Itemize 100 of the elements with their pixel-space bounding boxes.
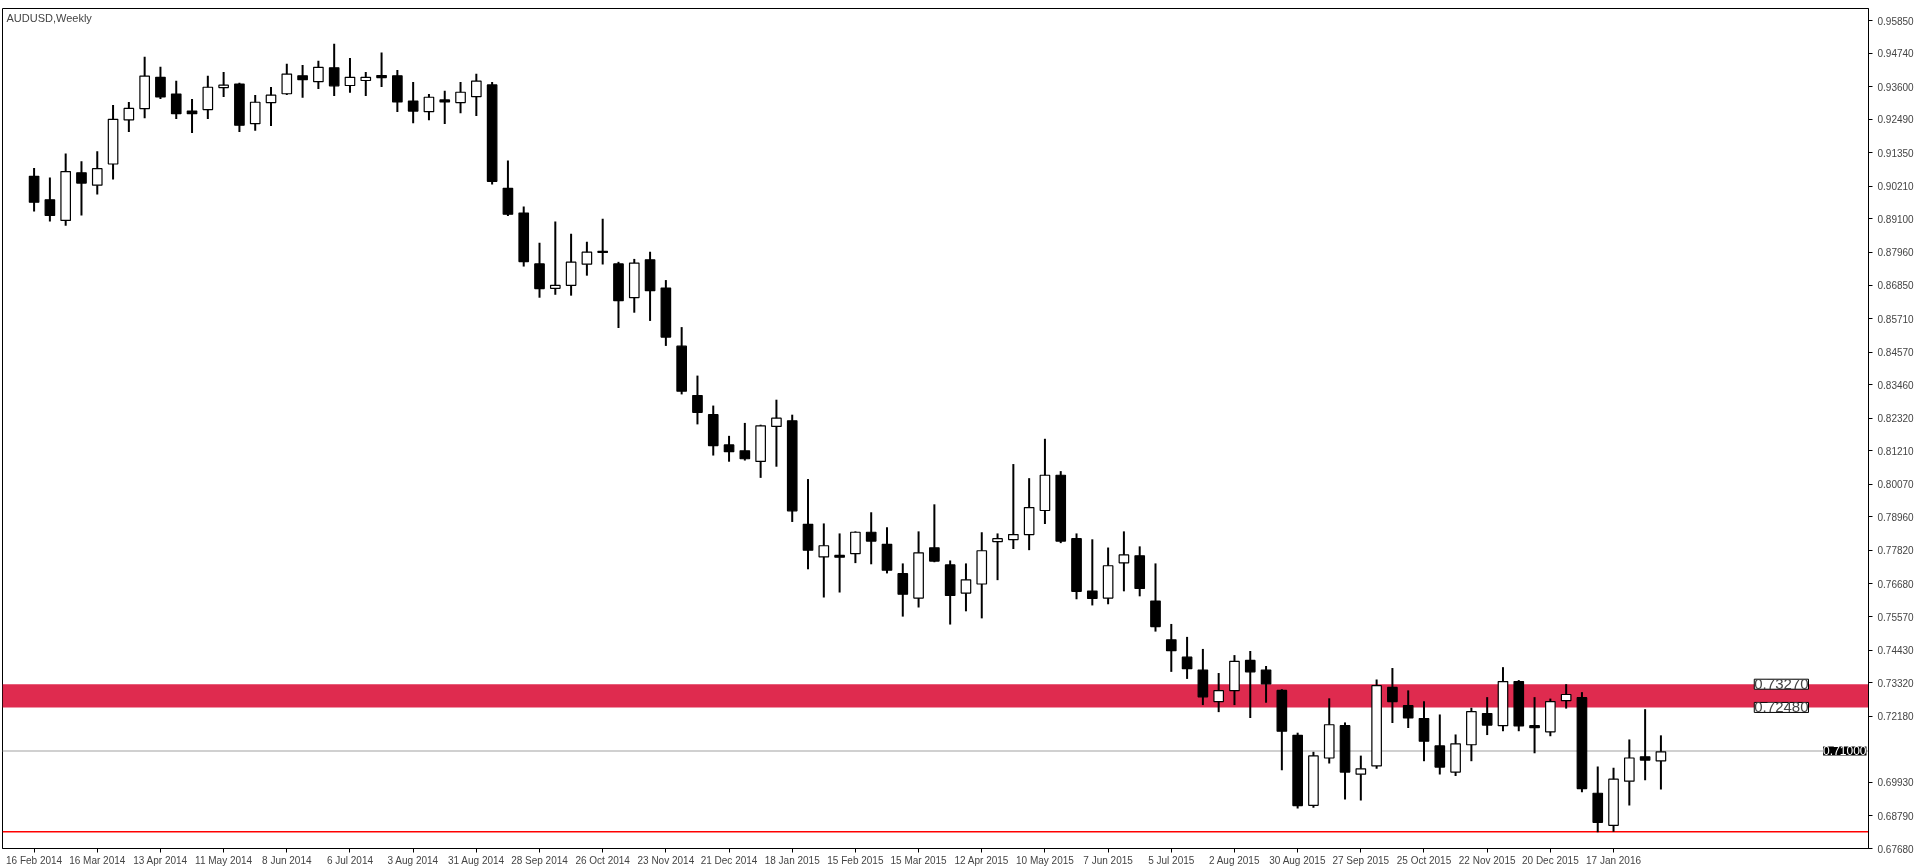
y-tick-label: 0.93600 <box>1877 81 1915 93</box>
y-tick-label: 0.89100 <box>1877 213 1915 225</box>
x-tick-label: 20 Dec 2015 <box>1522 854 1580 866</box>
y-tick-label: 0.69930 <box>1877 777 1915 789</box>
candlestick <box>549 220 561 296</box>
candlestick <box>897 562 909 618</box>
candlestick <box>455 80 466 115</box>
y-tick-label: 0.94740 <box>1877 48 1915 60</box>
candlestick <box>170 79 182 121</box>
x-tick-label: 13 Apr 2014 <box>133 854 188 866</box>
candlestick <box>739 421 751 462</box>
candlestick <box>376 51 387 88</box>
candlestick <box>1402 689 1414 729</box>
candlestick <box>565 232 577 297</box>
x-tick-label: 15 Mar 2015 <box>890 854 948 866</box>
candlestick <box>581 240 593 277</box>
x-tick-label: 8 Jun 2014 <box>262 854 312 866</box>
candlestick <box>929 503 940 564</box>
candlestick <box>186 98 198 135</box>
candlestick <box>865 511 877 566</box>
y-tick-label: 0.73320 <box>1877 677 1915 689</box>
candlestick <box>992 532 1003 582</box>
candlestick <box>1655 734 1667 791</box>
candlestick <box>1481 696 1493 737</box>
x-tick-label: 18 Jan 2015 <box>764 854 821 866</box>
candlestick <box>1529 696 1540 755</box>
candlestick <box>297 63 308 99</box>
y-tick-label: 0.83460 <box>1877 379 1915 391</box>
x-tick-label: 2 Aug 2015 <box>1208 854 1260 866</box>
ref-line-label: 0.71000 <box>1823 744 1867 759</box>
y-tick-label: 0.76680 <box>1877 578 1915 590</box>
candlestick <box>1639 708 1651 782</box>
candlestick <box>771 398 782 468</box>
candlestick <box>692 374 703 426</box>
y-tick-label: 0.92490 <box>1877 114 1915 126</box>
y-tick-label: 0.80070 <box>1877 479 1915 491</box>
x-tick-label: 5 Jul 2015 <box>1148 854 1195 866</box>
x-tick-label: 17 Jan 2016 <box>1586 854 1642 866</box>
y-tick-label: 0.77820 <box>1877 545 1915 557</box>
y-tick-label: 0.75570 <box>1877 611 1915 623</box>
y-tick-label: 0.74430 <box>1877 645 1915 657</box>
x-tick-label: 23 Nov 2014 <box>637 854 695 866</box>
x-tick-label: 16 Mar 2014 <box>69 854 126 866</box>
candlestick <box>91 150 103 196</box>
y-tick-label: 0.67680 <box>1877 843 1915 855</box>
x-tick-label: 6 Jul 2014 <box>326 854 374 866</box>
x-tick-label: 21 Dec 2014 <box>700 854 758 866</box>
candlestick <box>1165 622 1177 673</box>
y-tick-label: 0.91350 <box>1877 147 1915 159</box>
x-tick-label: 7 Jun 2015 <box>1083 854 1134 866</box>
x-tick-label: 10 May 2015 <box>1016 854 1075 866</box>
candlestick <box>123 100 135 133</box>
candlestick <box>1213 672 1225 714</box>
candlestick <box>1434 713 1446 776</box>
candlestick <box>44 176 56 223</box>
x-tick-label: 26 Oct 2014 <box>575 854 631 866</box>
x-tick-label: 12 Apr 2015 <box>954 854 1009 866</box>
candlestick <box>1260 664 1272 704</box>
y-tick-label: 0.95850 <box>1877 15 1915 27</box>
candlestick <box>155 65 166 101</box>
candlestick <box>218 70 229 98</box>
y-tick-label: 0.90210 <box>1877 181 1915 193</box>
x-tick-label: 3 Aug 2014 <box>387 854 439 866</box>
x-tick-label: 15 Feb 2015 <box>827 854 884 866</box>
candlestick <box>818 522 830 599</box>
candlestick <box>1560 683 1572 710</box>
candlestick <box>76 160 87 217</box>
candlestick <box>1623 738 1635 807</box>
candlestick <box>597 217 609 266</box>
candlestick <box>1181 635 1193 680</box>
y-tick-label: 0.72180 <box>1877 711 1915 723</box>
candlestick <box>360 70 372 98</box>
candlestick <box>1355 754 1367 802</box>
candlestick <box>313 59 324 91</box>
candlestick <box>281 62 293 96</box>
candlestick <box>834 532 845 594</box>
y-tick-label: 0.86850 <box>1877 280 1915 292</box>
x-tick-label: 27 Sep 2015 <box>1332 854 1390 866</box>
candlestick <box>960 562 972 613</box>
candlestick <box>1086 538 1098 607</box>
y-tick-label: 0.81210 <box>1877 445 1915 457</box>
chart-title: AUDUSD,Weekly <box>6 11 93 24</box>
x-tick-label: 16 Feb 2014 <box>6 854 63 866</box>
candlestick <box>202 74 214 121</box>
candlestick <box>249 93 261 132</box>
y-tick-label: 0.68790 <box>1877 810 1915 822</box>
x-tick-label: 11 May 2014 <box>195 854 253 866</box>
candlestick <box>850 530 861 565</box>
x-tick-label: 31 Aug 2014 <box>447 854 505 866</box>
candlestick <box>1118 530 1130 593</box>
y-tick-label: 0.85710 <box>1877 313 1915 325</box>
annotation: 0.72480 <box>1754 698 1809 716</box>
candlestick <box>1008 463 1019 550</box>
candlestick <box>439 89 451 126</box>
candlestick <box>470 72 482 118</box>
candlestick <box>1418 700 1430 763</box>
candlestick <box>1387 667 1398 724</box>
y-tick-label: 0.87960 <box>1877 247 1915 259</box>
x-tick-label: 30 Aug 2015 <box>1269 854 1326 866</box>
candlestick <box>723 434 735 463</box>
